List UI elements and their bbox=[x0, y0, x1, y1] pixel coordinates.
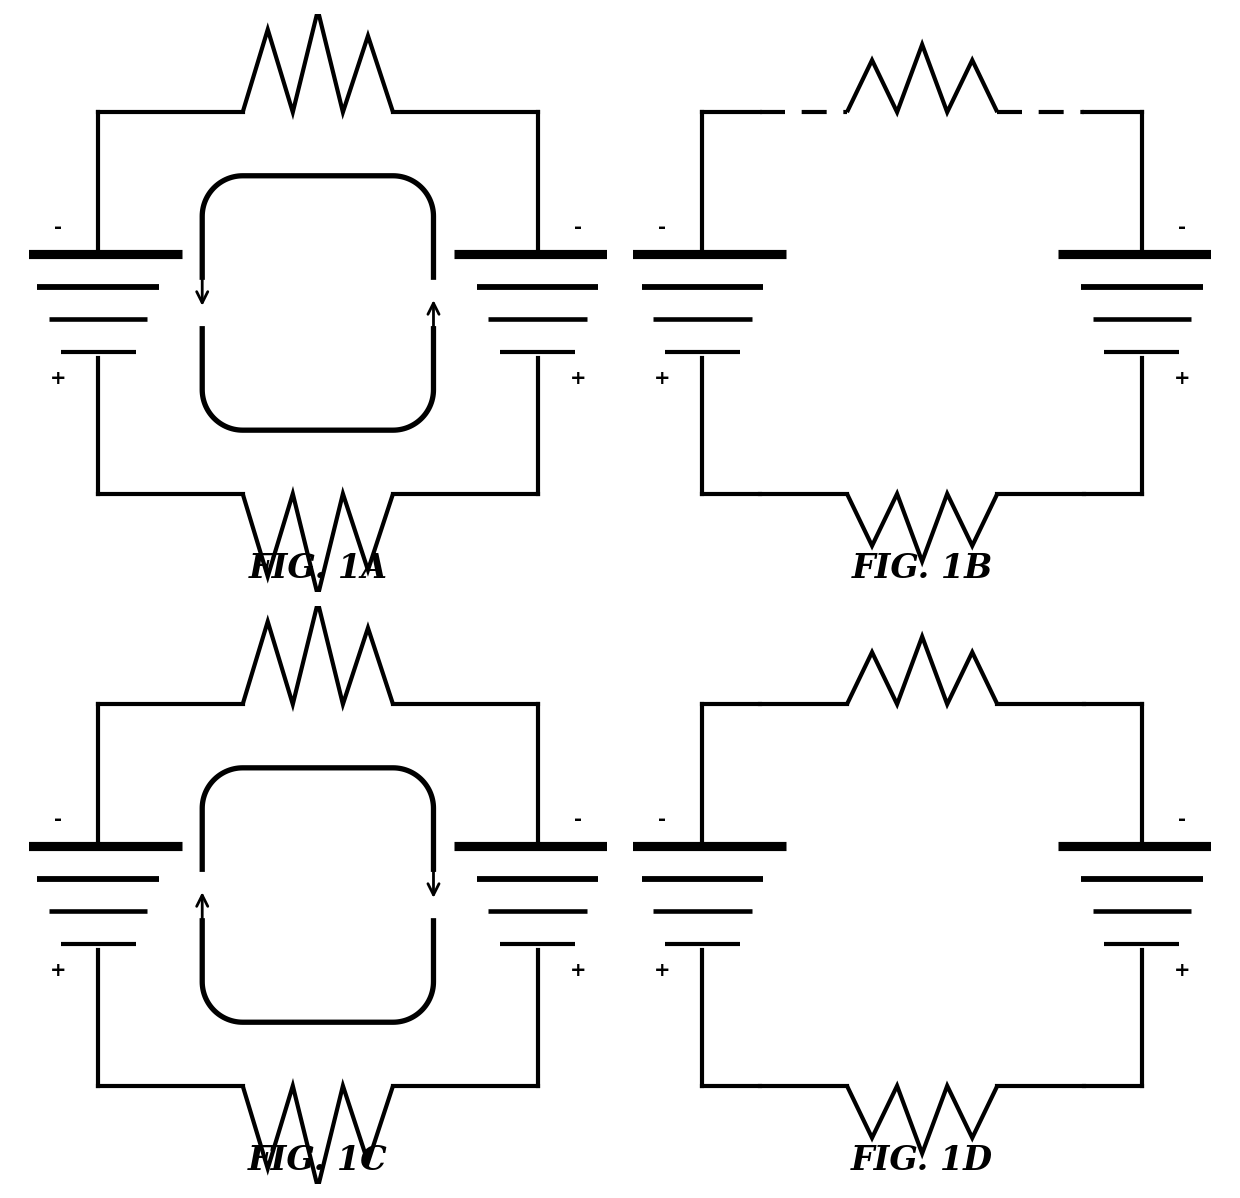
Text: +: + bbox=[50, 961, 66, 980]
Text: -: - bbox=[574, 218, 582, 237]
Text: +: + bbox=[569, 961, 587, 980]
Text: +: + bbox=[653, 369, 671, 388]
Text: +: + bbox=[653, 961, 671, 980]
Text: -: - bbox=[1178, 218, 1187, 237]
Text: -: - bbox=[574, 810, 582, 829]
Text: +: + bbox=[569, 369, 587, 388]
Text: -: - bbox=[658, 218, 666, 237]
Text: -: - bbox=[53, 218, 62, 237]
Text: +: + bbox=[50, 369, 66, 388]
Text: FIG. 1A: FIG. 1A bbox=[248, 552, 387, 586]
Text: -: - bbox=[658, 810, 666, 829]
Text: FIG. 1C: FIG. 1C bbox=[248, 1144, 388, 1178]
Text: +: + bbox=[1174, 961, 1190, 980]
Text: -: - bbox=[53, 810, 62, 829]
Text: -: - bbox=[1178, 810, 1187, 829]
Text: FIG. 1B: FIG. 1B bbox=[852, 552, 993, 586]
Text: +: + bbox=[1174, 369, 1190, 388]
Text: FIG. 1D: FIG. 1D bbox=[851, 1144, 993, 1178]
